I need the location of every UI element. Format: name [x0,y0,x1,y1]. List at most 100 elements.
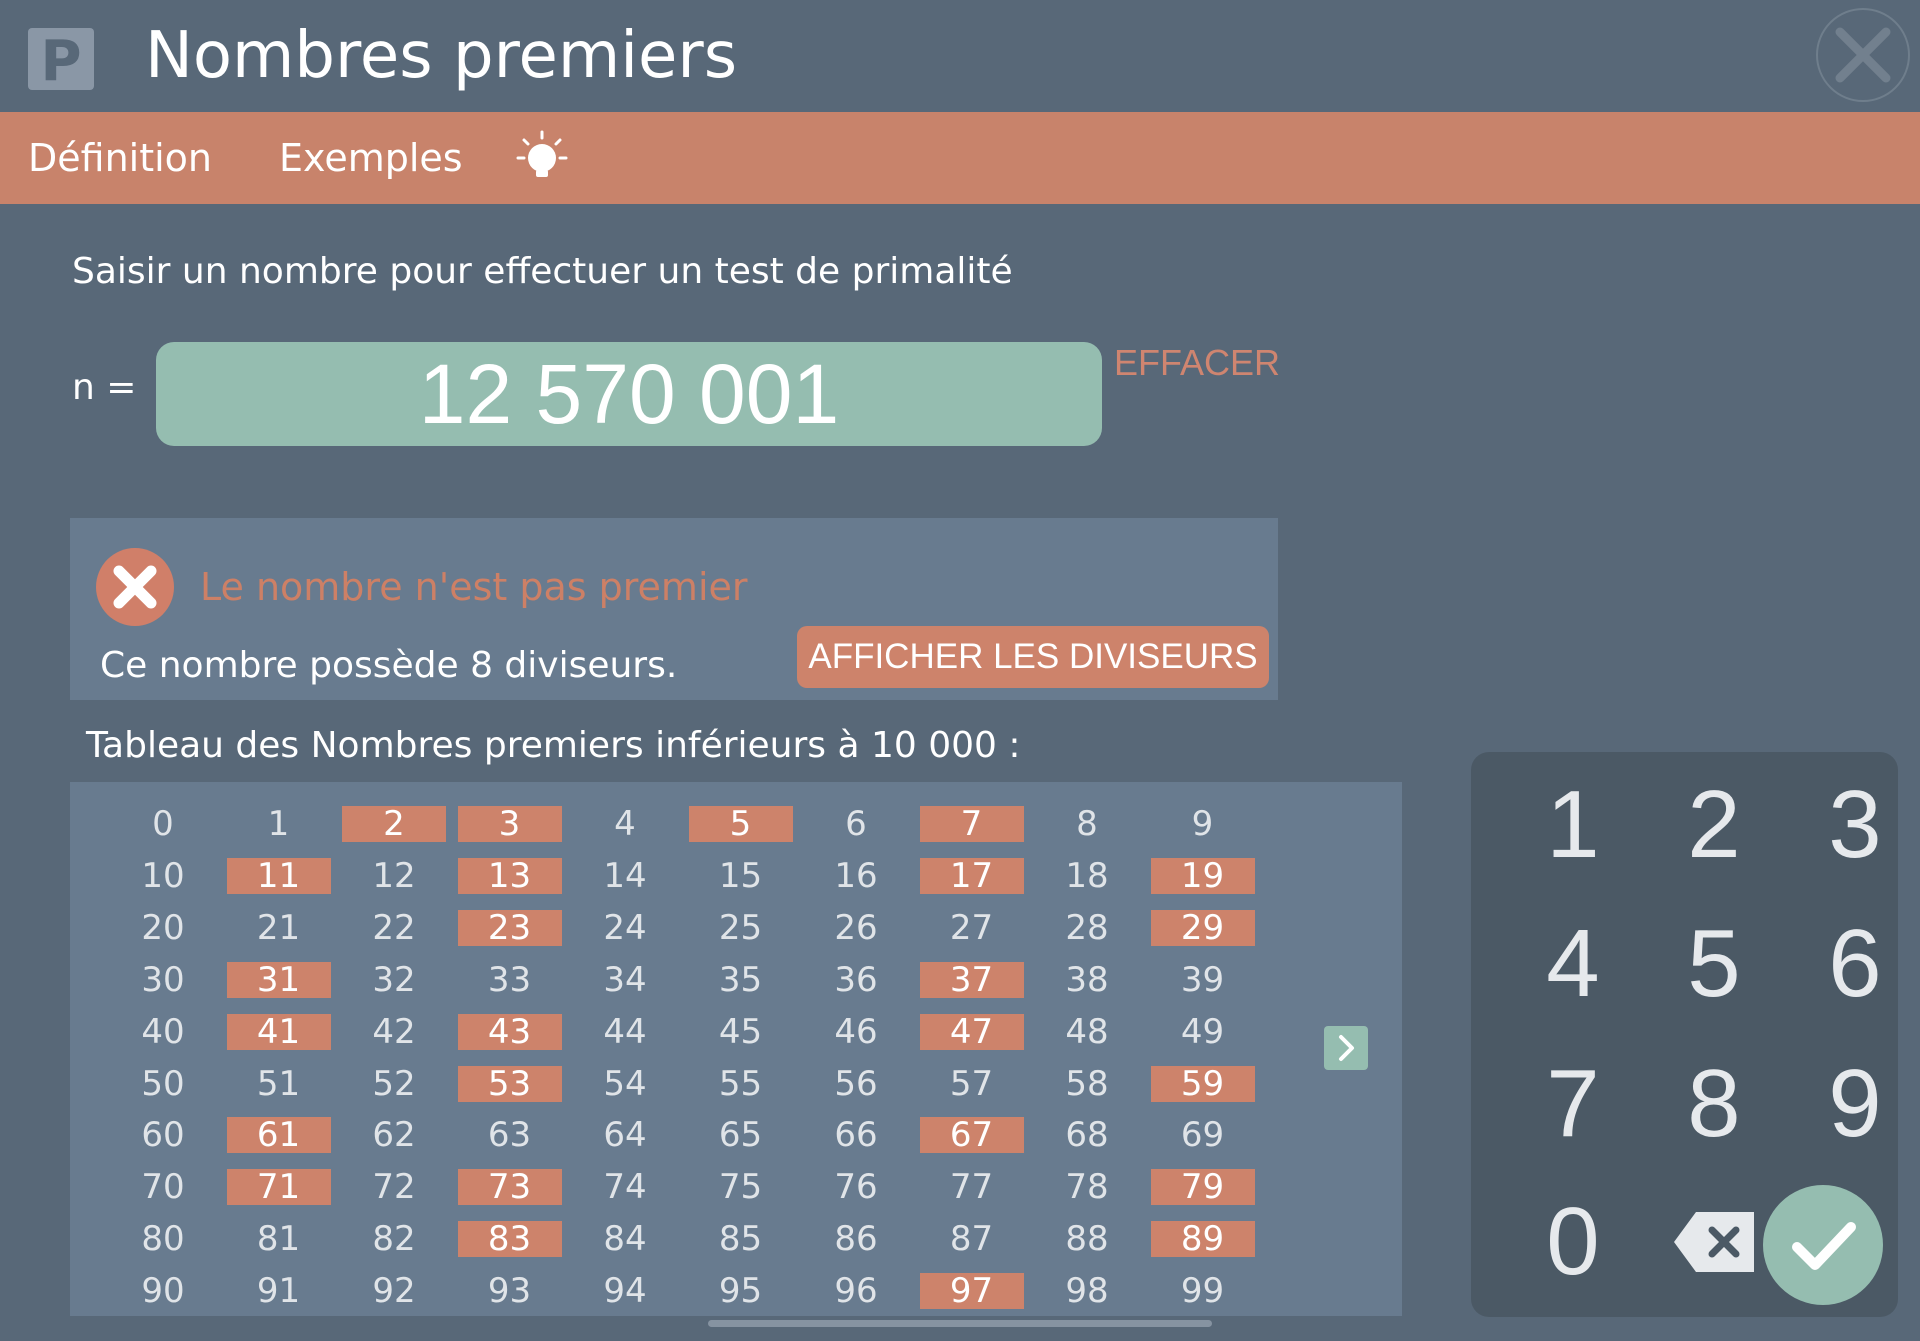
show-divisors-button[interactable]: AFFICHER LES DIVISEURS [797,626,1269,688]
horizontal-scrollbar[interactable] [708,1320,1212,1327]
result-title: Le nombre n'est pas premier [200,565,748,609]
prime-cell: 11 [226,857,331,894]
number-cell: 69 [1180,1115,1225,1156]
number-cell: 20 [141,907,185,948]
backspace-button[interactable] [1654,1182,1774,1302]
number-cell: 87 [949,1219,994,1260]
prime-cell: 5 [688,806,793,842]
key-8[interactable]: 8 [1687,1050,1741,1157]
number-cell: 1 [267,804,290,844]
number-cell: 56 [834,1063,878,1104]
number-cell: 36 [834,959,878,1000]
number-cell: 39 [1180,959,1225,1000]
next-page-button[interactable] [1324,1026,1368,1070]
number-cell: 28 [1065,907,1109,948]
number-cell: 49 [1180,1011,1225,1052]
number-cell: 65 [718,1115,763,1156]
number-cell: 82 [372,1219,416,1260]
number-cell: 72 [372,1167,416,1208]
number-cell: 50 [141,1063,185,1104]
number-cell: 76 [834,1167,878,1208]
prime-cell: 41 [226,1013,331,1050]
prime-cell: 31 [226,961,331,998]
number-cell: 26 [834,907,878,948]
number-cell: 42 [372,1011,416,1052]
prime-cell: 47 [919,1013,1024,1050]
number-cell: 32 [372,959,416,1000]
prime-cell: 2 [342,806,446,842]
number-cell: 4 [614,804,636,844]
prime-cell: 13 [457,857,562,894]
prime-table-caption: Tableau des Nombres premiers inférieurs … [86,725,1021,766]
number-cell: 38 [1065,959,1109,1000]
number-cell: 48 [1065,1011,1109,1052]
input-prompt: Saisir un nombre pour effectuer un test … [72,251,1013,292]
prime-cell: 43 [457,1013,562,1050]
number-cell: 62 [372,1115,416,1156]
number-cell: 24 [603,907,647,948]
number-cell: 91 [256,1271,301,1312]
clear-button[interactable]: EFFACER [1114,342,1281,383]
number-cell: 14 [603,855,647,896]
number-cell: 77 [949,1167,994,1208]
error-x-icon [96,548,174,626]
prime-cell: 29 [1150,909,1255,946]
number-cell: 40 [141,1011,185,1052]
lightbulb-icon [516,130,568,177]
number-cell: 25 [718,907,763,948]
number-cell: 45 [718,1011,763,1052]
key-2[interactable]: 2 [1687,771,1741,878]
number-cell: 9 [1191,804,1214,844]
number-cell: 94 [603,1271,647,1312]
menu-exemples[interactable]: Exemples [279,136,463,180]
number-cell: 46 [834,1011,878,1052]
number-cell: 21 [256,907,301,948]
number-cell: 88 [1065,1219,1109,1260]
menu-bar: Définition Exemples [0,112,1920,204]
key-9[interactable]: 9 [1828,1050,1882,1157]
key-5[interactable]: 5 [1687,910,1741,1017]
number-cell: 52 [372,1063,416,1104]
backspace-icon [1674,1212,1754,1272]
chevron-right-icon [1339,1035,1354,1061]
key-1[interactable]: 1 [1546,771,1600,878]
number-cell: 74 [603,1167,647,1208]
prime-cell: 19 [1150,857,1255,894]
key-4[interactable]: 4 [1546,910,1600,1017]
number-cell: 70 [141,1167,185,1208]
n-label: n = [72,367,137,408]
prime-cell: 17 [919,857,1024,894]
key-0[interactable]: 0 [1546,1188,1600,1295]
number-cell: 64 [603,1115,647,1156]
number-cell: 80 [141,1219,185,1260]
number-cell: 16 [834,855,878,896]
close-button[interactable] [1816,8,1910,102]
prime-table: 0 1 2 3 4 5 6 7 8 9 10 11 12 13 14 15 16 17 18 19 20 21 22 23 24… [70,782,1402,1316]
confirm-button[interactable] [1763,1185,1883,1305]
number-cell: 30 [141,959,185,1000]
number-cell: 12 [372,855,416,896]
number-cell: 95 [718,1271,763,1312]
prime-cell: 67 [919,1117,1024,1154]
key-3[interactable]: 3 [1828,771,1882,878]
prime-cell: 79 [1150,1169,1255,1206]
number-cell: 44 [603,1011,647,1052]
number-cell: 75 [718,1167,763,1208]
prime-cell: 73 [457,1169,562,1206]
key-6[interactable]: 6 [1828,910,1882,1017]
number-cell: 10 [141,855,185,896]
menu-definition[interactable]: Définition [28,136,213,180]
number-cell: 92 [372,1271,416,1312]
number-cell: 54 [603,1063,647,1104]
number-cell: 66 [834,1115,878,1156]
number-cell: 51 [256,1063,301,1104]
number-cell: 84 [603,1219,647,1260]
hint-button[interactable] [514,130,570,190]
key-7[interactable]: 7 [1546,1050,1600,1157]
number-cell: 81 [256,1219,301,1260]
number-input[interactable]: 12 570 001 [156,342,1102,446]
prime-cell: 7 [919,806,1024,842]
prime-cell: 61 [226,1117,331,1154]
number-cell: 96 [834,1271,878,1312]
close-icon [1835,27,1891,83]
